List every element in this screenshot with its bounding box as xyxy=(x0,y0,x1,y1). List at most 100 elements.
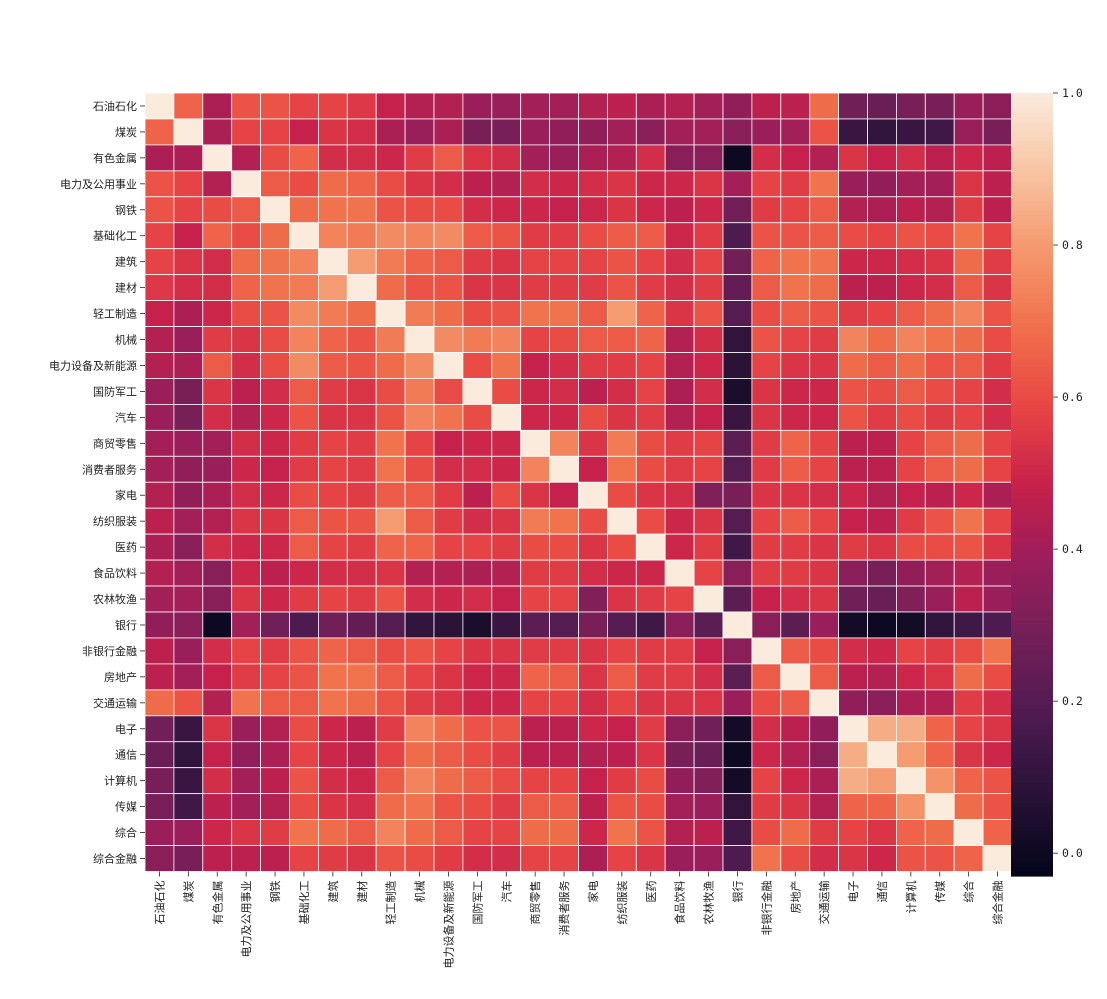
heatmap-cell xyxy=(231,455,261,483)
heatmap-cell xyxy=(173,170,204,198)
colorbar-segment xyxy=(1011,347,1053,353)
heatmap-cell xyxy=(520,196,551,224)
heatmap-cell xyxy=(231,222,261,250)
heatmap-cell xyxy=(231,274,261,301)
heatmap-cell xyxy=(896,845,926,872)
heatmap-cell xyxy=(664,637,695,665)
heatmap-cell xyxy=(549,92,579,120)
heatmap-cell xyxy=(260,585,290,613)
heatmap-cell xyxy=(462,481,493,509)
heatmap-cell xyxy=(664,429,695,457)
heatmap-cell xyxy=(433,300,464,327)
heatmap-cell xyxy=(520,767,551,795)
heatmap-cell xyxy=(144,741,175,769)
heatmap-cell xyxy=(462,793,493,821)
y-tick-label: 家电 xyxy=(115,488,137,502)
heatmap-cell xyxy=(375,793,406,821)
heatmap-cell xyxy=(375,611,406,639)
heatmap-cell xyxy=(982,819,1013,846)
heatmap-cell xyxy=(520,637,551,665)
heatmap-cell xyxy=(751,845,782,872)
heatmap-cell xyxy=(607,559,637,587)
colorbar-segment xyxy=(1011,694,1053,701)
heatmap-cell xyxy=(693,767,724,795)
heatmap-cell xyxy=(346,663,377,691)
colorbar-segment xyxy=(1011,415,1053,422)
colorbar-segment xyxy=(1011,323,1053,329)
x-tick-label: 非银行金融 xyxy=(759,881,773,936)
heatmap-cell xyxy=(867,481,897,509)
heatmap-cell xyxy=(549,378,579,405)
heatmap-cell xyxy=(462,507,493,535)
heatmap-cell xyxy=(635,248,666,276)
heatmap-cell xyxy=(896,403,926,431)
heatmap-cell xyxy=(809,689,840,717)
heatmap-cell xyxy=(924,507,955,535)
heatmap-cell xyxy=(578,118,608,146)
heatmap-cell xyxy=(202,196,233,224)
heatmap-cell xyxy=(375,741,406,769)
heatmap-cell xyxy=(867,689,897,717)
heatmap-cell xyxy=(462,378,493,405)
heatmap-cell xyxy=(578,170,608,198)
heatmap-cell xyxy=(664,611,695,639)
heatmap-cell xyxy=(751,118,782,146)
heatmap-cell xyxy=(462,637,493,665)
heatmap-cell xyxy=(751,637,782,665)
heatmap-cell xyxy=(202,403,233,431)
heatmap-cell xyxy=(809,403,840,431)
heatmap-cell xyxy=(722,222,753,250)
heatmap-cell xyxy=(520,585,551,613)
heatmap-cell xyxy=(375,585,406,613)
heatmap-cell xyxy=(404,455,435,483)
heatmap-cell xyxy=(953,92,984,120)
heatmap-cell xyxy=(693,455,724,483)
colorbar-segment xyxy=(1011,513,1053,520)
heatmap-cell xyxy=(346,92,377,120)
colorbar-segment xyxy=(1011,97,1053,104)
heatmap-cell xyxy=(549,611,579,639)
heatmap-cell xyxy=(520,429,551,457)
x-tick-label: 石油石化 xyxy=(152,881,166,925)
heatmap-cell xyxy=(953,429,984,457)
heatmap-cell xyxy=(838,326,868,353)
heatmap-cell xyxy=(578,741,608,769)
heatmap-cell xyxy=(607,741,637,769)
colorbar-segment xyxy=(1011,117,1053,123)
colorbar-segment xyxy=(1011,274,1053,280)
heatmap-cell xyxy=(173,118,204,146)
heatmap-cell xyxy=(838,429,868,457)
heatmap-cell xyxy=(346,170,377,198)
heatmap-cell xyxy=(346,507,377,535)
heatmap-cell xyxy=(202,274,233,301)
heatmap-cell xyxy=(924,481,955,509)
heatmap-cell xyxy=(549,741,579,769)
x-tick-label: 食品饮料 xyxy=(673,881,687,925)
heatmap-cell xyxy=(751,559,782,587)
heatmap-cell xyxy=(867,507,897,535)
heatmap-cell xyxy=(809,793,840,821)
heatmap-cell xyxy=(346,118,377,146)
heatmap-cell xyxy=(867,637,897,665)
heatmap-cell xyxy=(260,118,290,146)
heatmap-cell xyxy=(202,507,233,535)
heatmap-cell xyxy=(635,741,666,769)
heatmap-cell xyxy=(809,196,840,224)
heatmap-cell xyxy=(346,715,377,743)
colorbar-tick-label: 0.8 xyxy=(1062,238,1083,252)
heatmap-cell xyxy=(780,196,811,224)
heatmap-cell xyxy=(896,585,926,613)
heatmap-cell xyxy=(549,300,579,327)
heatmap-cell xyxy=(549,352,579,379)
heatmap-cell xyxy=(231,533,261,561)
heatmap-cell xyxy=(549,403,579,431)
heatmap-cell xyxy=(982,118,1013,146)
heatmap-cell xyxy=(462,689,493,717)
heatmap-cell xyxy=(722,819,753,846)
heatmap-cell xyxy=(260,689,290,717)
heatmap-cell xyxy=(404,429,435,457)
colorbar-segment xyxy=(1011,753,1053,760)
heatmap-cell xyxy=(635,429,666,457)
colorbar-segment xyxy=(1011,636,1053,642)
colorbar-segment xyxy=(1011,768,1053,774)
